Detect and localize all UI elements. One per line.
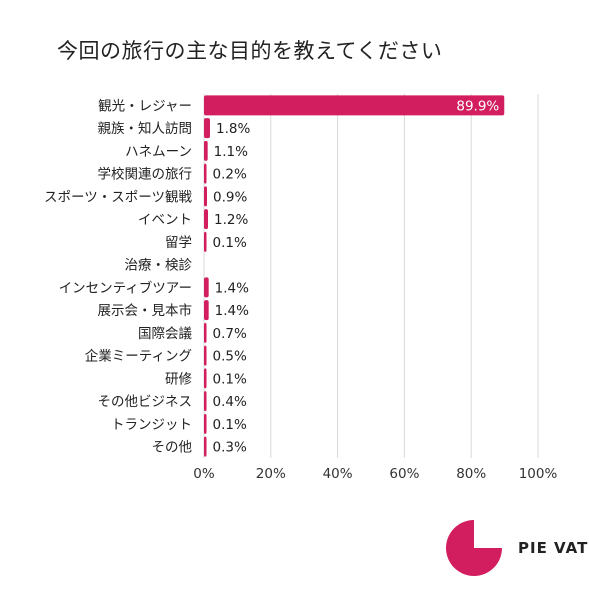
x-tick-label: 0% — [193, 466, 215, 482]
category-label: 学校関連の旅行 — [98, 166, 193, 183]
category-label: 観光・レジャー — [98, 97, 192, 114]
category-label: 留学 — [165, 235, 192, 251]
bar — [204, 413, 207, 434]
category-label: イベント — [138, 212, 192, 228]
value-label: 1.8% — [216, 121, 250, 137]
value-label: 0.4% — [213, 394, 247, 410]
category-label: 治療・検診 — [125, 257, 193, 274]
bar — [204, 209, 209, 230]
bar — [204, 140, 208, 161]
x-tick-label: 40% — [323, 466, 353, 482]
value-label: 0.7% — [213, 326, 247, 342]
bar-chart: 0% 20% 40% 60% 80% 100% 観光・レジャー 89.9% 親族・知人訪問 1.8… — [44, 94, 558, 482]
category-label: 親族・知人訪問 — [98, 120, 193, 137]
value-label: 0.5% — [213, 349, 247, 365]
x-tick-label: 60% — [389, 466, 419, 482]
brand-logo: PIE VAT — [446, 518, 588, 578]
pie-logo-icon — [446, 520, 502, 576]
bar — [204, 322, 207, 343]
bar — [204, 95, 505, 116]
value-label: 1.4% — [215, 280, 249, 296]
bar — [204, 391, 207, 412]
bar — [204, 163, 207, 184]
value-label: 0.1% — [213, 235, 247, 251]
value-label: 1.4% — [215, 303, 249, 319]
x-tick-label: 80% — [456, 466, 486, 482]
x-tick-label: 100% — [519, 466, 558, 482]
category-label: スポーツ・スポーツ観戦 — [44, 188, 192, 205]
category-label: 展示会・見本市 — [98, 302, 193, 319]
value-label: 89.9% — [456, 98, 499, 114]
category-label: ハネムーン — [125, 144, 192, 160]
chart-title: 今回の旅行の主な目的を教えてください — [57, 39, 443, 63]
value-label: 0.3% — [213, 440, 247, 456]
bar — [204, 300, 209, 321]
value-label: 1.1% — [214, 144, 248, 160]
value-label: 0.2% — [213, 167, 247, 183]
value-label: 0.9% — [213, 189, 247, 205]
value-label: 0.1% — [213, 371, 247, 387]
category-label: トランジット — [111, 417, 192, 433]
category-label: インセンティブツアー — [59, 279, 192, 296]
category-label: 研修 — [165, 371, 192, 387]
category-label: 国際会議 — [138, 325, 192, 342]
bar — [204, 118, 211, 139]
value-label: 0.1% — [213, 417, 247, 433]
category-label: その他 — [152, 440, 193, 456]
bar — [204, 345, 207, 366]
value-label: 1.2% — [214, 212, 248, 228]
x-tick-label: 20% — [256, 466, 286, 482]
bar — [204, 436, 207, 457]
category-label: 企業ミーティング — [85, 348, 192, 365]
bar — [204, 277, 209, 298]
bar — [204, 231, 207, 252]
brand-name: PIE VAT — [518, 539, 589, 557]
bar — [204, 186, 208, 207]
category-label: その他ビジネス — [98, 394, 193, 410]
bar — [204, 368, 207, 389]
